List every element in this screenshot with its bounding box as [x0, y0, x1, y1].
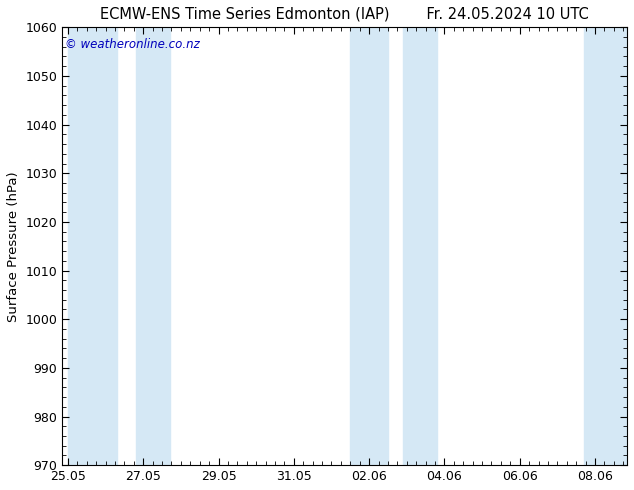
Y-axis label: Surface Pressure (hPa): Surface Pressure (hPa) [7, 171, 20, 321]
Bar [403, 27, 437, 465]
Bar [584, 27, 627, 465]
Text: © weatheronline.co.nz: © weatheronline.co.nz [65, 38, 200, 51]
Title: ECMW-ENS Time Series Edmonton (IAP)        Fr. 24.05.2024 10 UTC: ECMW-ENS Time Series Edmonton (IAP) Fr. … [100, 7, 589, 22]
Bar [136, 27, 169, 465]
Bar [351, 27, 388, 465]
Bar [68, 27, 117, 465]
